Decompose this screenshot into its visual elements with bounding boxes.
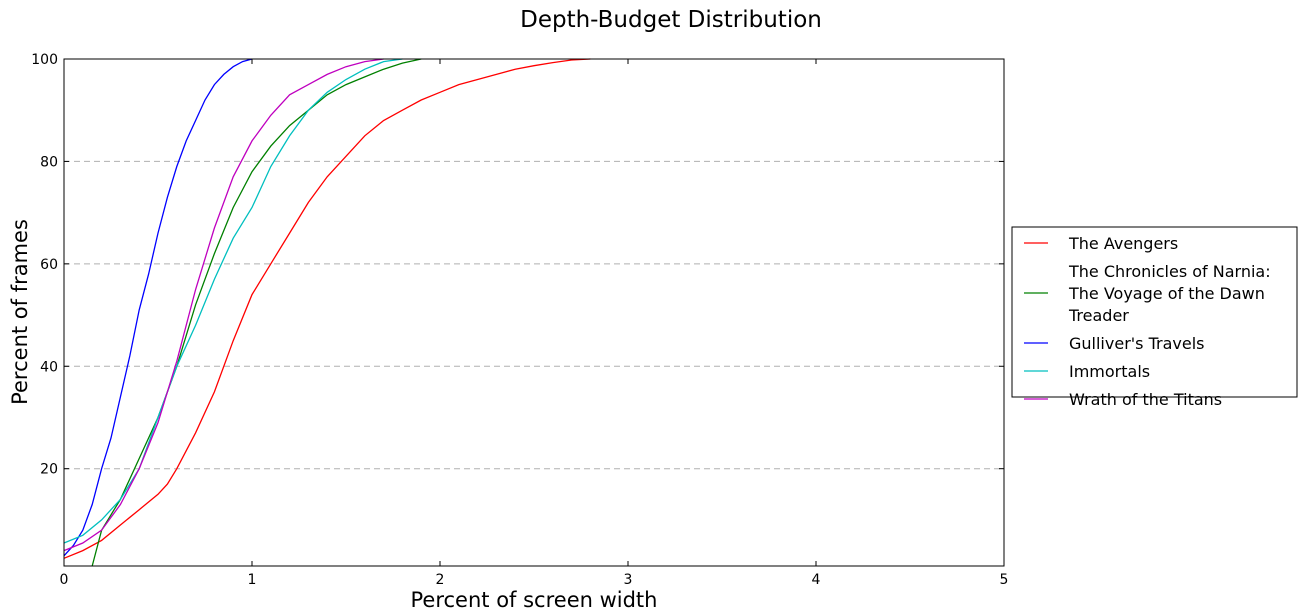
y-tick-label: 80 xyxy=(40,154,58,170)
grid xyxy=(64,160,1004,470)
y-tick-label: 100 xyxy=(31,52,58,68)
legend-label-3: Immortals xyxy=(1069,362,1150,381)
x-tick-label: 4 xyxy=(812,572,821,588)
plot-frame xyxy=(63,58,1005,567)
ticks: 20 40 60 80 100 0 1 2 3 4 5 xyxy=(31,52,1008,588)
legend-label-0: The Avengers xyxy=(1068,234,1178,253)
x-tick-label: 0 xyxy=(60,572,69,588)
series-layer xyxy=(63,58,591,567)
x-tick-label: 5 xyxy=(1000,572,1009,588)
series-line-5 xyxy=(63,58,384,552)
legend-label-1: The Chronicles of Narnia: The Voyage of t… xyxy=(1068,262,1271,325)
x-axis-label: Percent of screen width xyxy=(411,588,658,612)
legend-label-5: Wrath of the Titans xyxy=(1069,390,1222,409)
y-tick-label: 20 xyxy=(40,462,58,478)
y-axis-label: Percent of frames xyxy=(8,219,32,405)
legend-label-2: Gulliver's Travels xyxy=(1069,334,1204,353)
legend-box xyxy=(1011,226,1298,398)
y-tick-label: 40 xyxy=(40,359,58,375)
series-line-1 xyxy=(91,58,422,567)
x-tick-label: 1 xyxy=(248,572,257,588)
y-tick-label: 60 xyxy=(40,257,58,273)
x-tick-label: 2 xyxy=(436,572,445,588)
series-line-2 xyxy=(63,58,253,557)
series-line-3 xyxy=(63,58,403,544)
legend: The Avengers The Chronicles of Narnia: The… xyxy=(1011,226,1298,409)
x-tick-label: 3 xyxy=(624,572,633,588)
chart-title: Depth-Budget Distribution xyxy=(520,7,822,33)
series-line-0 xyxy=(63,58,591,559)
